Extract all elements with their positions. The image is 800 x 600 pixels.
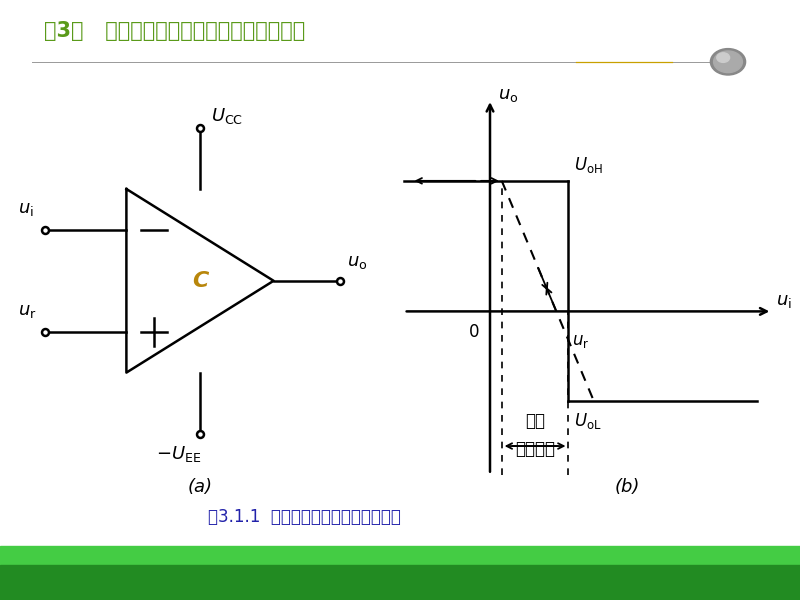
Text: 第3章   电压比较器、弛张振荡器及模拟开关: 第3章 电压比较器、弛张振荡器及模拟开关 — [44, 21, 306, 41]
Text: $u_{\rm i}$: $u_{\rm i}$ — [18, 200, 34, 218]
Text: $U_{\rm CC}$: $U_{\rm CC}$ — [211, 106, 243, 125]
Text: 0: 0 — [469, 323, 479, 341]
Text: 鉴别: 鉴别 — [525, 412, 545, 430]
Bar — [0, 546, 800, 567]
Text: $u_{\rm i}$: $u_{\rm i}$ — [776, 292, 792, 310]
Text: 不灵敏区: 不灵敏区 — [515, 440, 555, 458]
Circle shape — [710, 49, 746, 75]
Text: $u_{\rm r}$: $u_{\rm r}$ — [572, 332, 590, 350]
Text: $U_{\rm oL}$: $U_{\rm oL}$ — [574, 412, 602, 431]
Bar — [0, 565, 800, 600]
Text: 图3.1.1  电压比较器的符号及传输特性: 图3.1.1 电压比较器的符号及传输特性 — [207, 508, 401, 526]
Text: $u_{\rm o}$: $u_{\rm o}$ — [498, 86, 518, 104]
Text: $u_{\rm r}$: $u_{\rm r}$ — [18, 302, 37, 320]
Text: $u_{\rm o}$: $u_{\rm o}$ — [347, 253, 368, 271]
Text: (b): (b) — [614, 478, 640, 496]
Text: (a): (a) — [187, 478, 213, 496]
Circle shape — [714, 51, 742, 73]
Text: $-U_{\rm EE}$: $-U_{\rm EE}$ — [156, 444, 201, 464]
Circle shape — [717, 53, 730, 62]
Text: $U_{\rm oH}$: $U_{\rm oH}$ — [574, 155, 603, 175]
Text: C: C — [192, 271, 208, 291]
